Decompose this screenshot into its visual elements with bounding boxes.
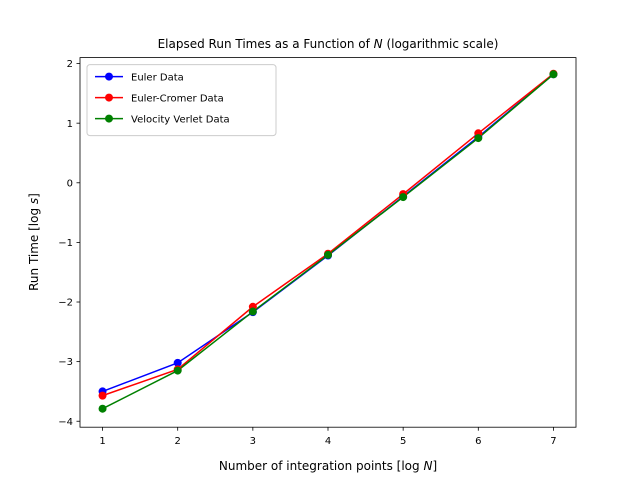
x-tick-label: 6 xyxy=(475,436,481,447)
chart-title-prefix: Elapsed Run Times as a Function of xyxy=(158,37,374,51)
y-axis-label: Run Time [log s] xyxy=(27,193,41,291)
y-tick-label: −4 xyxy=(58,417,73,428)
legend-box xyxy=(86,64,277,137)
x-tick-label: 3 xyxy=(250,436,256,447)
y-axis-label-suffix: ] xyxy=(27,193,41,198)
x-tick-label: 5 xyxy=(400,436,406,447)
chart-title-variable: N xyxy=(374,37,383,51)
legend-swatch-marker xyxy=(105,72,113,81)
y-tick-label: −2 xyxy=(58,298,73,309)
x-axis-label: Number of integration points [log N] xyxy=(219,459,437,473)
y-tick-label: 1 xyxy=(67,119,73,130)
series-2-point-5 xyxy=(474,134,483,143)
legend-label: Velocity Verlet Data xyxy=(131,115,230,126)
chart-title-suffix: (logarithmic scale) xyxy=(383,37,499,51)
x-tick-label: 4 xyxy=(325,436,331,447)
y-tick-label: 2 xyxy=(67,59,73,70)
series-1-point-0 xyxy=(98,391,107,400)
y-tick-label: −3 xyxy=(58,357,73,368)
x-axis-label-prefix: Number of integration points [log xyxy=(219,459,424,473)
x-tick-label: 2 xyxy=(175,436,181,447)
series-0-point-1 xyxy=(173,358,182,367)
x-tick-label: 1 xyxy=(99,436,105,447)
series-2-point-4 xyxy=(399,193,408,202)
x-axis-label-suffix: ] xyxy=(432,459,437,473)
plot-lines xyxy=(98,69,558,413)
series-2-point-3 xyxy=(324,250,332,259)
y-ticks: −4 −3 −2 −1 0 1 2 xyxy=(58,59,80,428)
series-2-point-6 xyxy=(549,70,558,79)
legend-label: Euler Data xyxy=(131,73,184,84)
y-axis-label-prefix: Run Time [log xyxy=(27,204,41,291)
legend: Euler Data Euler-Cromer Data Velocity Verl… xyxy=(86,64,277,137)
series-2-point-2 xyxy=(248,307,257,316)
legend-swatch-marker xyxy=(105,93,113,102)
y-axis-label-variable: s xyxy=(27,198,41,204)
chart-title: Elapsed Run Times as a Function of N (lo… xyxy=(158,37,499,51)
x-axis-label-variable: N xyxy=(423,459,432,473)
series-2-point-0 xyxy=(98,404,107,413)
legend-label: Euler-Cromer Data xyxy=(131,94,224,105)
y-tick-label: 0 xyxy=(67,178,73,189)
legend-swatch-marker xyxy=(105,114,113,123)
x-ticks: 1 2 3 4 5 6 7 xyxy=(99,427,557,447)
series-2-point-1 xyxy=(173,366,182,375)
y-tick-label: −1 xyxy=(58,238,73,249)
x-tick-label: 7 xyxy=(550,436,556,447)
